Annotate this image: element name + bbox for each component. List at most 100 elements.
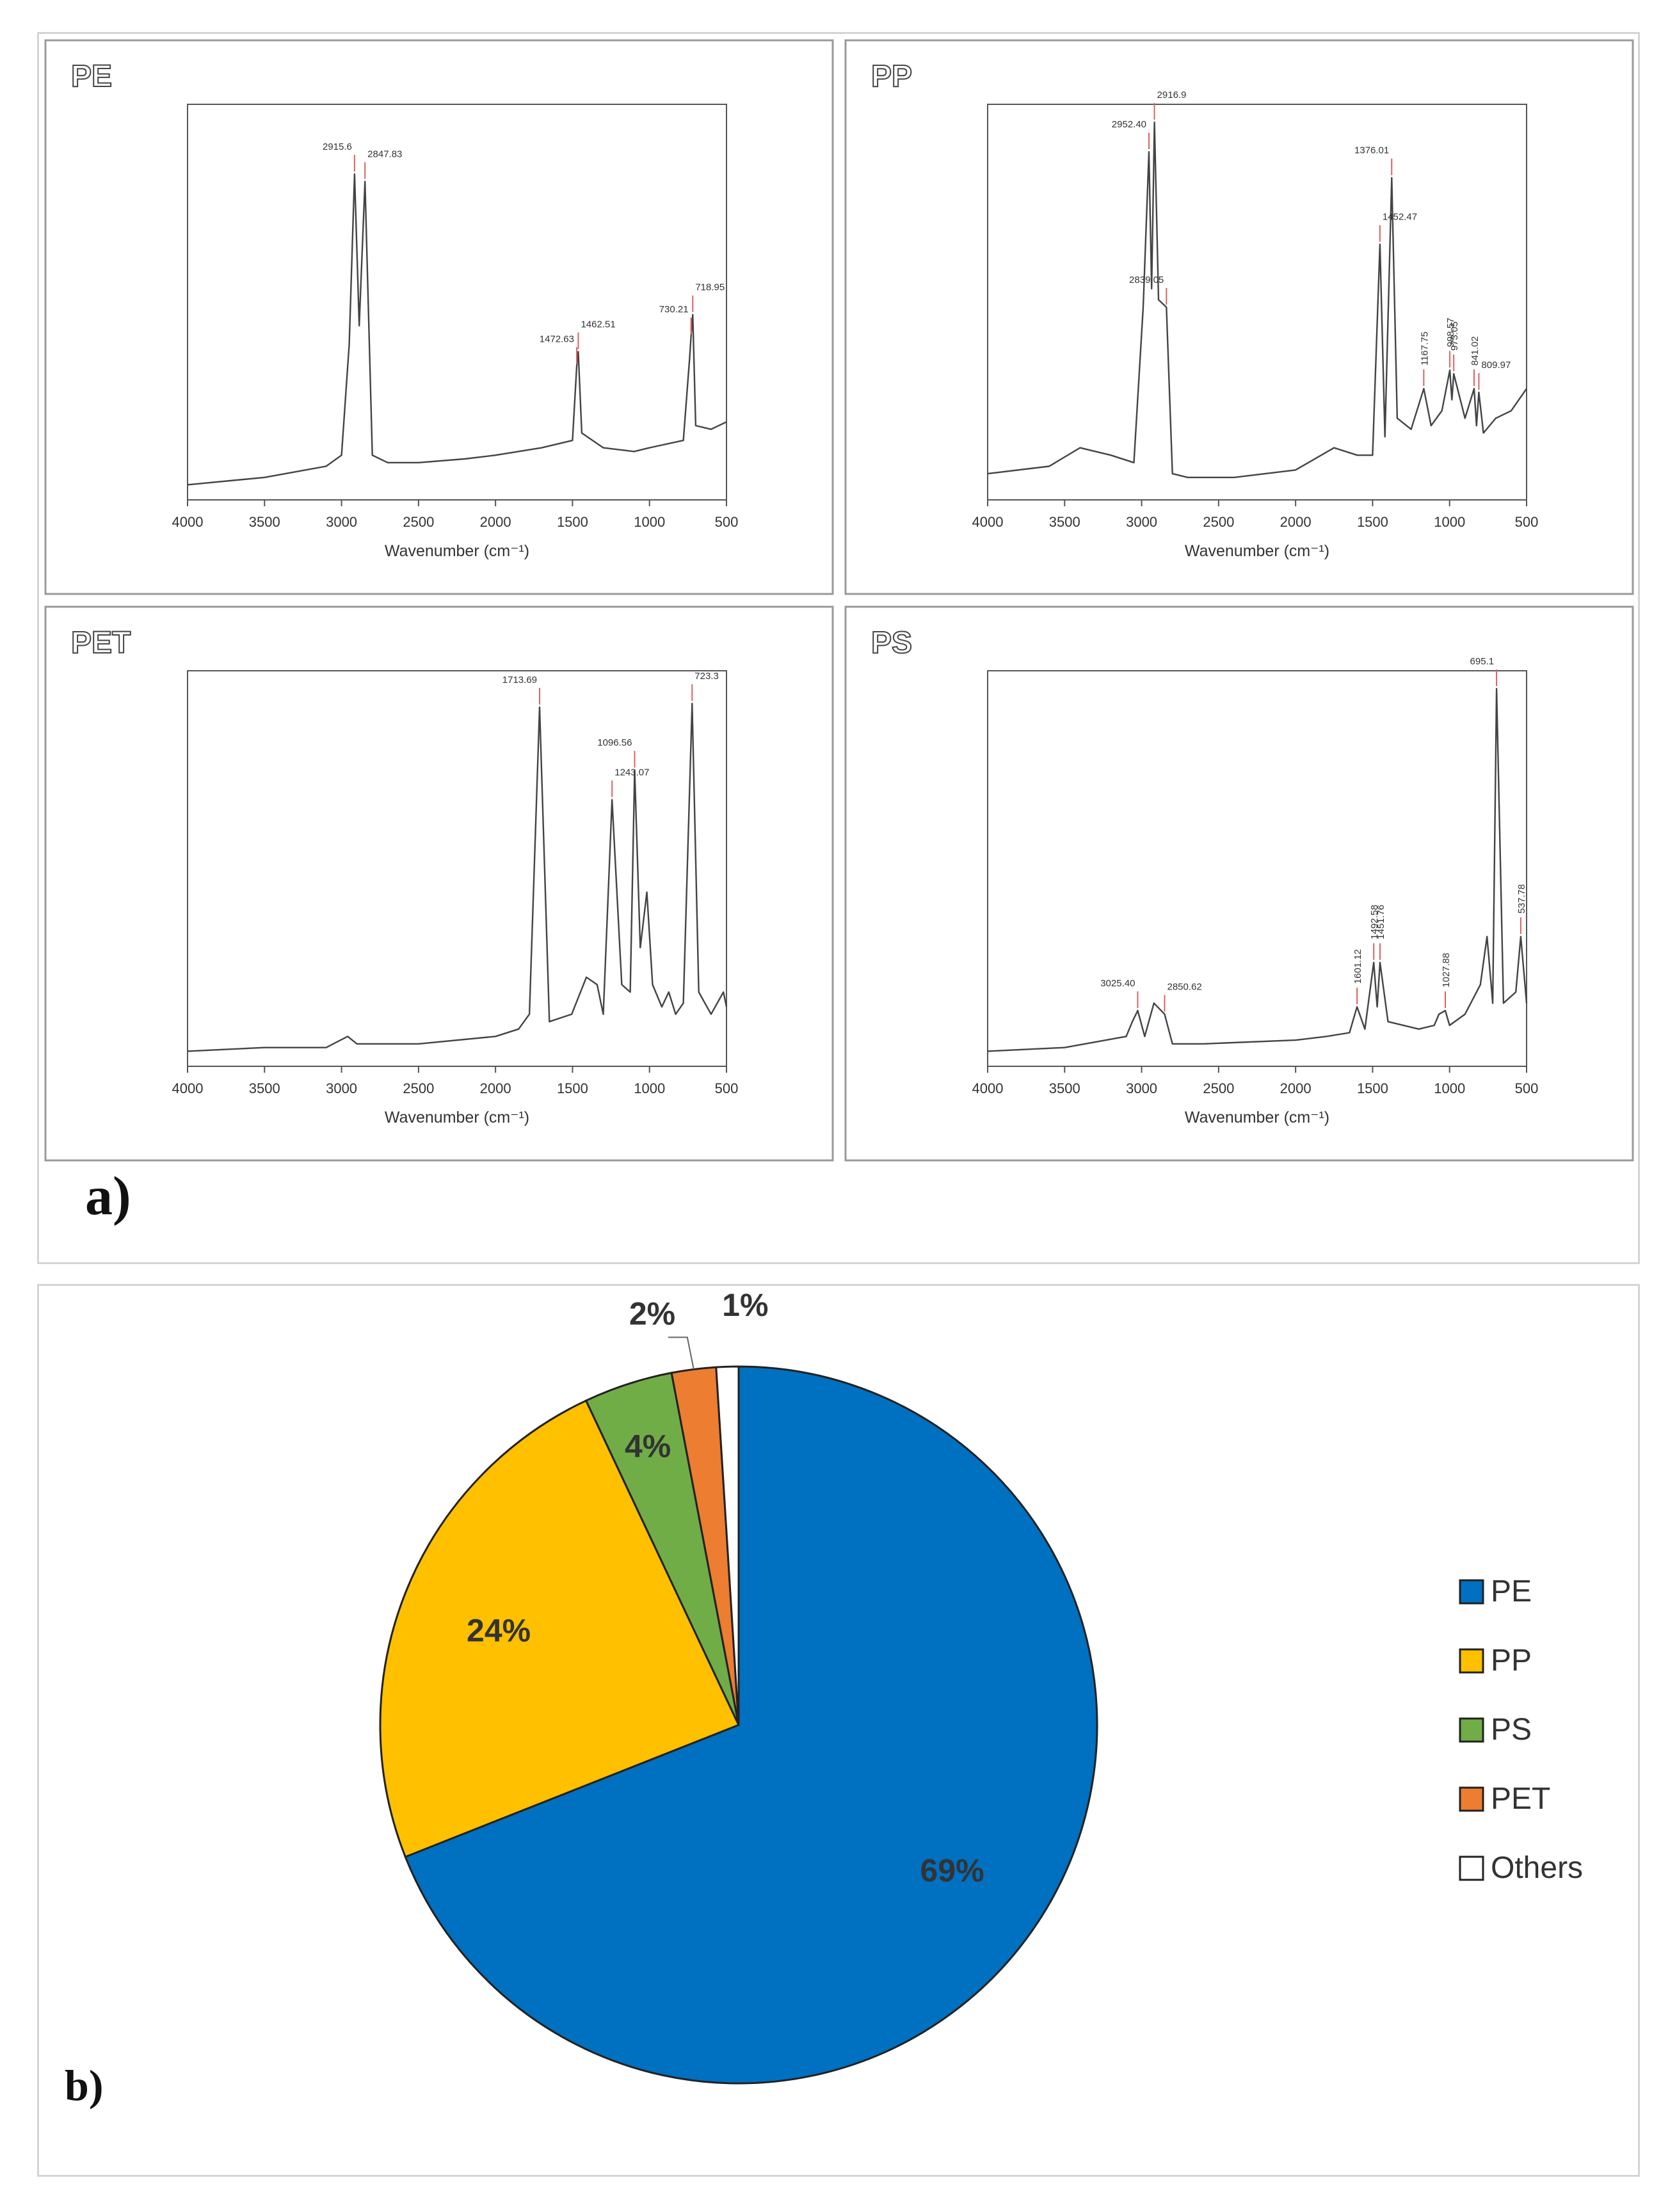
spectrum-panel-pe: PE 4000 3500 3000 2500 2000 1500 1000 500 Wavenum… bbox=[44, 39, 834, 595]
x-tick-label: 3000 bbox=[1126, 1080, 1157, 1096]
x-tick-label: 1500 bbox=[557, 1080, 588, 1096]
peak-label: 2839.05 bbox=[1129, 275, 1164, 285]
x-tick-label: 2000 bbox=[480, 514, 511, 530]
peak-label: 998.57 bbox=[1445, 317, 1456, 347]
peak-label: 718.95 bbox=[695, 282, 725, 293]
pie-data-labels: 69% 24% 4% 2% 1% bbox=[467, 1287, 984, 1889]
x-tick-label: 1500 bbox=[1357, 514, 1388, 530]
peak-label: 1601.12 bbox=[1352, 949, 1363, 984]
peak-label: 1462.51 bbox=[581, 319, 615, 330]
x-tick-label: 2000 bbox=[480, 1080, 511, 1096]
pie-legend: PE PP PS PET Others bbox=[1459, 1575, 1583, 1885]
pie-slices bbox=[379, 1365, 1098, 2085]
x-tick-label: 2500 bbox=[1203, 514, 1234, 530]
x-tick-label: 4000 bbox=[972, 514, 1004, 530]
x-axis-label: Wavenumber (cm⁻¹) bbox=[385, 1109, 529, 1126]
ftir-spectra-grid: PE 4000 3500 3000 2500 2000 1500 1000 500 Wavenum… bbox=[44, 39, 1634, 1162]
pie-label-pp: 24% bbox=[467, 1613, 531, 1649]
x-tick-label: 1000 bbox=[1434, 514, 1465, 530]
legend-swatch-others bbox=[1459, 1855, 1484, 1881]
spectrum-line-pp bbox=[987, 121, 1527, 479]
x-tick-label: 4000 bbox=[172, 514, 204, 530]
x-tick-label: 1500 bbox=[557, 514, 588, 530]
spectrum-line-ps bbox=[987, 687, 1528, 1052]
spectrum-frame bbox=[44, 605, 834, 1162]
x-tick-label: 1000 bbox=[634, 514, 665, 530]
peak-label: 1243.07 bbox=[614, 767, 649, 778]
spectrum-title: PET bbox=[71, 626, 131, 660]
pie-label-pe: 69% bbox=[920, 1853, 984, 1889]
peak-label: 2847.83 bbox=[367, 148, 402, 159]
panel-a-label: a) bbox=[85, 1165, 131, 1226]
plot-area bbox=[187, 104, 727, 501]
spectrum-panel-pp: PP 4000 3500 3000 2500 2000 1500 1000 500 Wavenum… bbox=[844, 39, 1634, 595]
x-tick-label: 500 bbox=[1515, 1080, 1539, 1096]
legend-label-pp: PP bbox=[1491, 1644, 1532, 1678]
spectrum-frame bbox=[44, 39, 834, 595]
spectrum-panel-ps: PS 4000 3500 3000 2500 2000 1500 1000 500 Wavenum… bbox=[844, 605, 1634, 1162]
x-tick-label: 1500 bbox=[1357, 1080, 1388, 1096]
peak-label: 1713.69 bbox=[502, 675, 537, 685]
x-tick-label: 2000 bbox=[1280, 514, 1312, 530]
spectrum-line-pe bbox=[187, 173, 727, 486]
spectrum-title: PE bbox=[71, 60, 112, 93]
legend-swatch-pe bbox=[1459, 1579, 1484, 1605]
pie-slice-pp bbox=[379, 1399, 741, 1859]
x-tick-label: 2500 bbox=[1203, 1080, 1234, 1096]
x-axis-label: Wavenumber (cm⁻¹) bbox=[1185, 1109, 1329, 1126]
peak-label: 1492.58 bbox=[1369, 904, 1380, 939]
spectrum-frame bbox=[844, 605, 1634, 1162]
spectrum-title: PP bbox=[871, 60, 912, 93]
peak-label: 3025.40 bbox=[1100, 978, 1135, 989]
peak-label: 1451.76 bbox=[1376, 904, 1386, 939]
legend-swatch-ps bbox=[1459, 1717, 1484, 1743]
pie-label-ps: 4% bbox=[625, 1428, 671, 1464]
peak-label: 2915.6 bbox=[323, 141, 352, 152]
peak-label: 730.21 bbox=[659, 304, 689, 315]
x-tick-label: 2500 bbox=[403, 514, 434, 530]
panel-b: 69% 24% 4% 2% 1% PE PP PS PET Others b) bbox=[37, 1284, 1640, 2177]
legend-label-ps: PS bbox=[1491, 1713, 1532, 1747]
peak-label: 695.1 bbox=[1470, 656, 1495, 667]
peak-label: 1472.63 bbox=[540, 333, 574, 344]
x-axis-label: Wavenumber (cm⁻¹) bbox=[385, 542, 529, 560]
spectrum-panel-pet: PET 4000 3500 3000 2500 2000 1500 1000 500 Wavenu… bbox=[44, 605, 834, 1162]
legend-swatch-pp bbox=[1459, 1648, 1484, 1674]
x-tick-label: 500 bbox=[1515, 514, 1539, 530]
x-tick-label: 2000 bbox=[1280, 1080, 1312, 1096]
peak-label: 2916.9 bbox=[1157, 90, 1187, 100]
plot-area bbox=[987, 670, 1527, 1067]
x-tick-label: 3500 bbox=[1049, 1080, 1080, 1096]
x-tick-label: 4000 bbox=[172, 1080, 204, 1096]
x-tick-label: 4000 bbox=[972, 1080, 1004, 1096]
x-tick-label: 3000 bbox=[326, 1080, 357, 1096]
x-tick-label: 500 bbox=[715, 1080, 739, 1096]
peak-label: 1376.01 bbox=[1354, 145, 1389, 156]
pie-label-others: 1% bbox=[722, 1287, 768, 1323]
peak-label: 1096.56 bbox=[597, 737, 632, 748]
legend-label-pe: PE bbox=[1491, 1575, 1532, 1608]
x-tick-label: 1000 bbox=[634, 1080, 665, 1096]
x-tick-label: 500 bbox=[715, 514, 739, 530]
spectrum-frame bbox=[844, 39, 1634, 595]
peak-label: 723.3 bbox=[694, 671, 719, 682]
peak-label: 2952.40 bbox=[1112, 119, 1146, 130]
pie-leader-line bbox=[668, 1336, 694, 1370]
peak-label: 1027.88 bbox=[1441, 953, 1452, 988]
legend-label-pet: PET bbox=[1491, 1782, 1550, 1816]
pie-label-pet: 2% bbox=[629, 1296, 675, 1332]
panel-b-label: b) bbox=[65, 2061, 104, 2110]
x-tick-label: 2500 bbox=[403, 1080, 434, 1096]
peak-label: 841.02 bbox=[1470, 336, 1480, 365]
legend-swatch-pet bbox=[1459, 1786, 1484, 1812]
x-tick-label: 1000 bbox=[1434, 1080, 1465, 1096]
peak-label: 1452.47 bbox=[1383, 212, 1417, 223]
plot-area bbox=[187, 670, 727, 1067]
peak-label: 2850.62 bbox=[1167, 982, 1202, 993]
x-tick-label: 3500 bbox=[249, 514, 280, 530]
panel-a: PE 4000 3500 3000 2500 2000 1500 1000 500 Wavenum… bbox=[37, 32, 1640, 1264]
peak-label: 809.97 bbox=[1481, 360, 1511, 371]
x-tick-label: 3000 bbox=[1126, 514, 1157, 530]
polymer-composition-pie-chart: 69% 24% 4% 2% 1% PE PP PS PET Others bbox=[379, 1287, 1583, 2085]
x-tick-label: 3000 bbox=[326, 514, 357, 530]
